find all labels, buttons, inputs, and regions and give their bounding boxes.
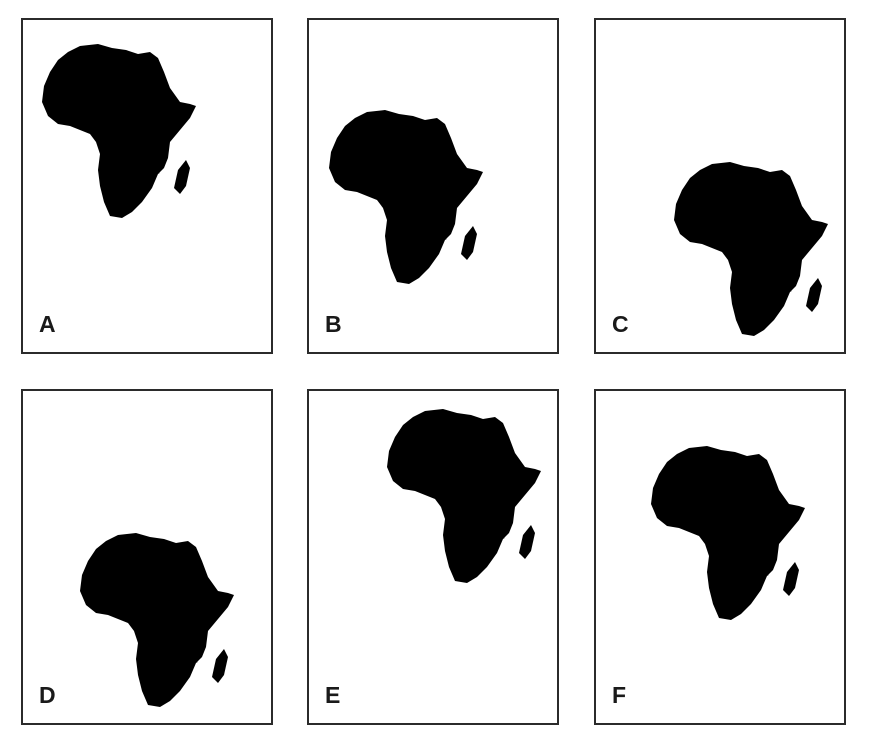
panel-e[interactable]: E xyxy=(307,389,559,725)
panel-f[interactable]: F xyxy=(594,389,846,725)
africa-map xyxy=(42,44,196,218)
panel-label-e: E xyxy=(325,682,341,708)
africa-map xyxy=(329,110,483,284)
panel-label-a: A xyxy=(39,311,56,337)
panel-label-d: D xyxy=(39,682,56,708)
africa-map xyxy=(387,409,541,583)
africa-map xyxy=(80,533,234,707)
panel-c[interactable]: C xyxy=(594,18,846,354)
panel-label-c: C xyxy=(612,311,629,337)
africa-map xyxy=(651,446,805,620)
panel-a[interactable]: A xyxy=(21,18,273,354)
panel-label-b: B xyxy=(325,311,342,337)
africa-map xyxy=(674,162,828,336)
panel-d[interactable]: D xyxy=(21,389,273,725)
panel-b[interactable]: B xyxy=(307,18,559,354)
panel-label-f: F xyxy=(612,682,627,708)
